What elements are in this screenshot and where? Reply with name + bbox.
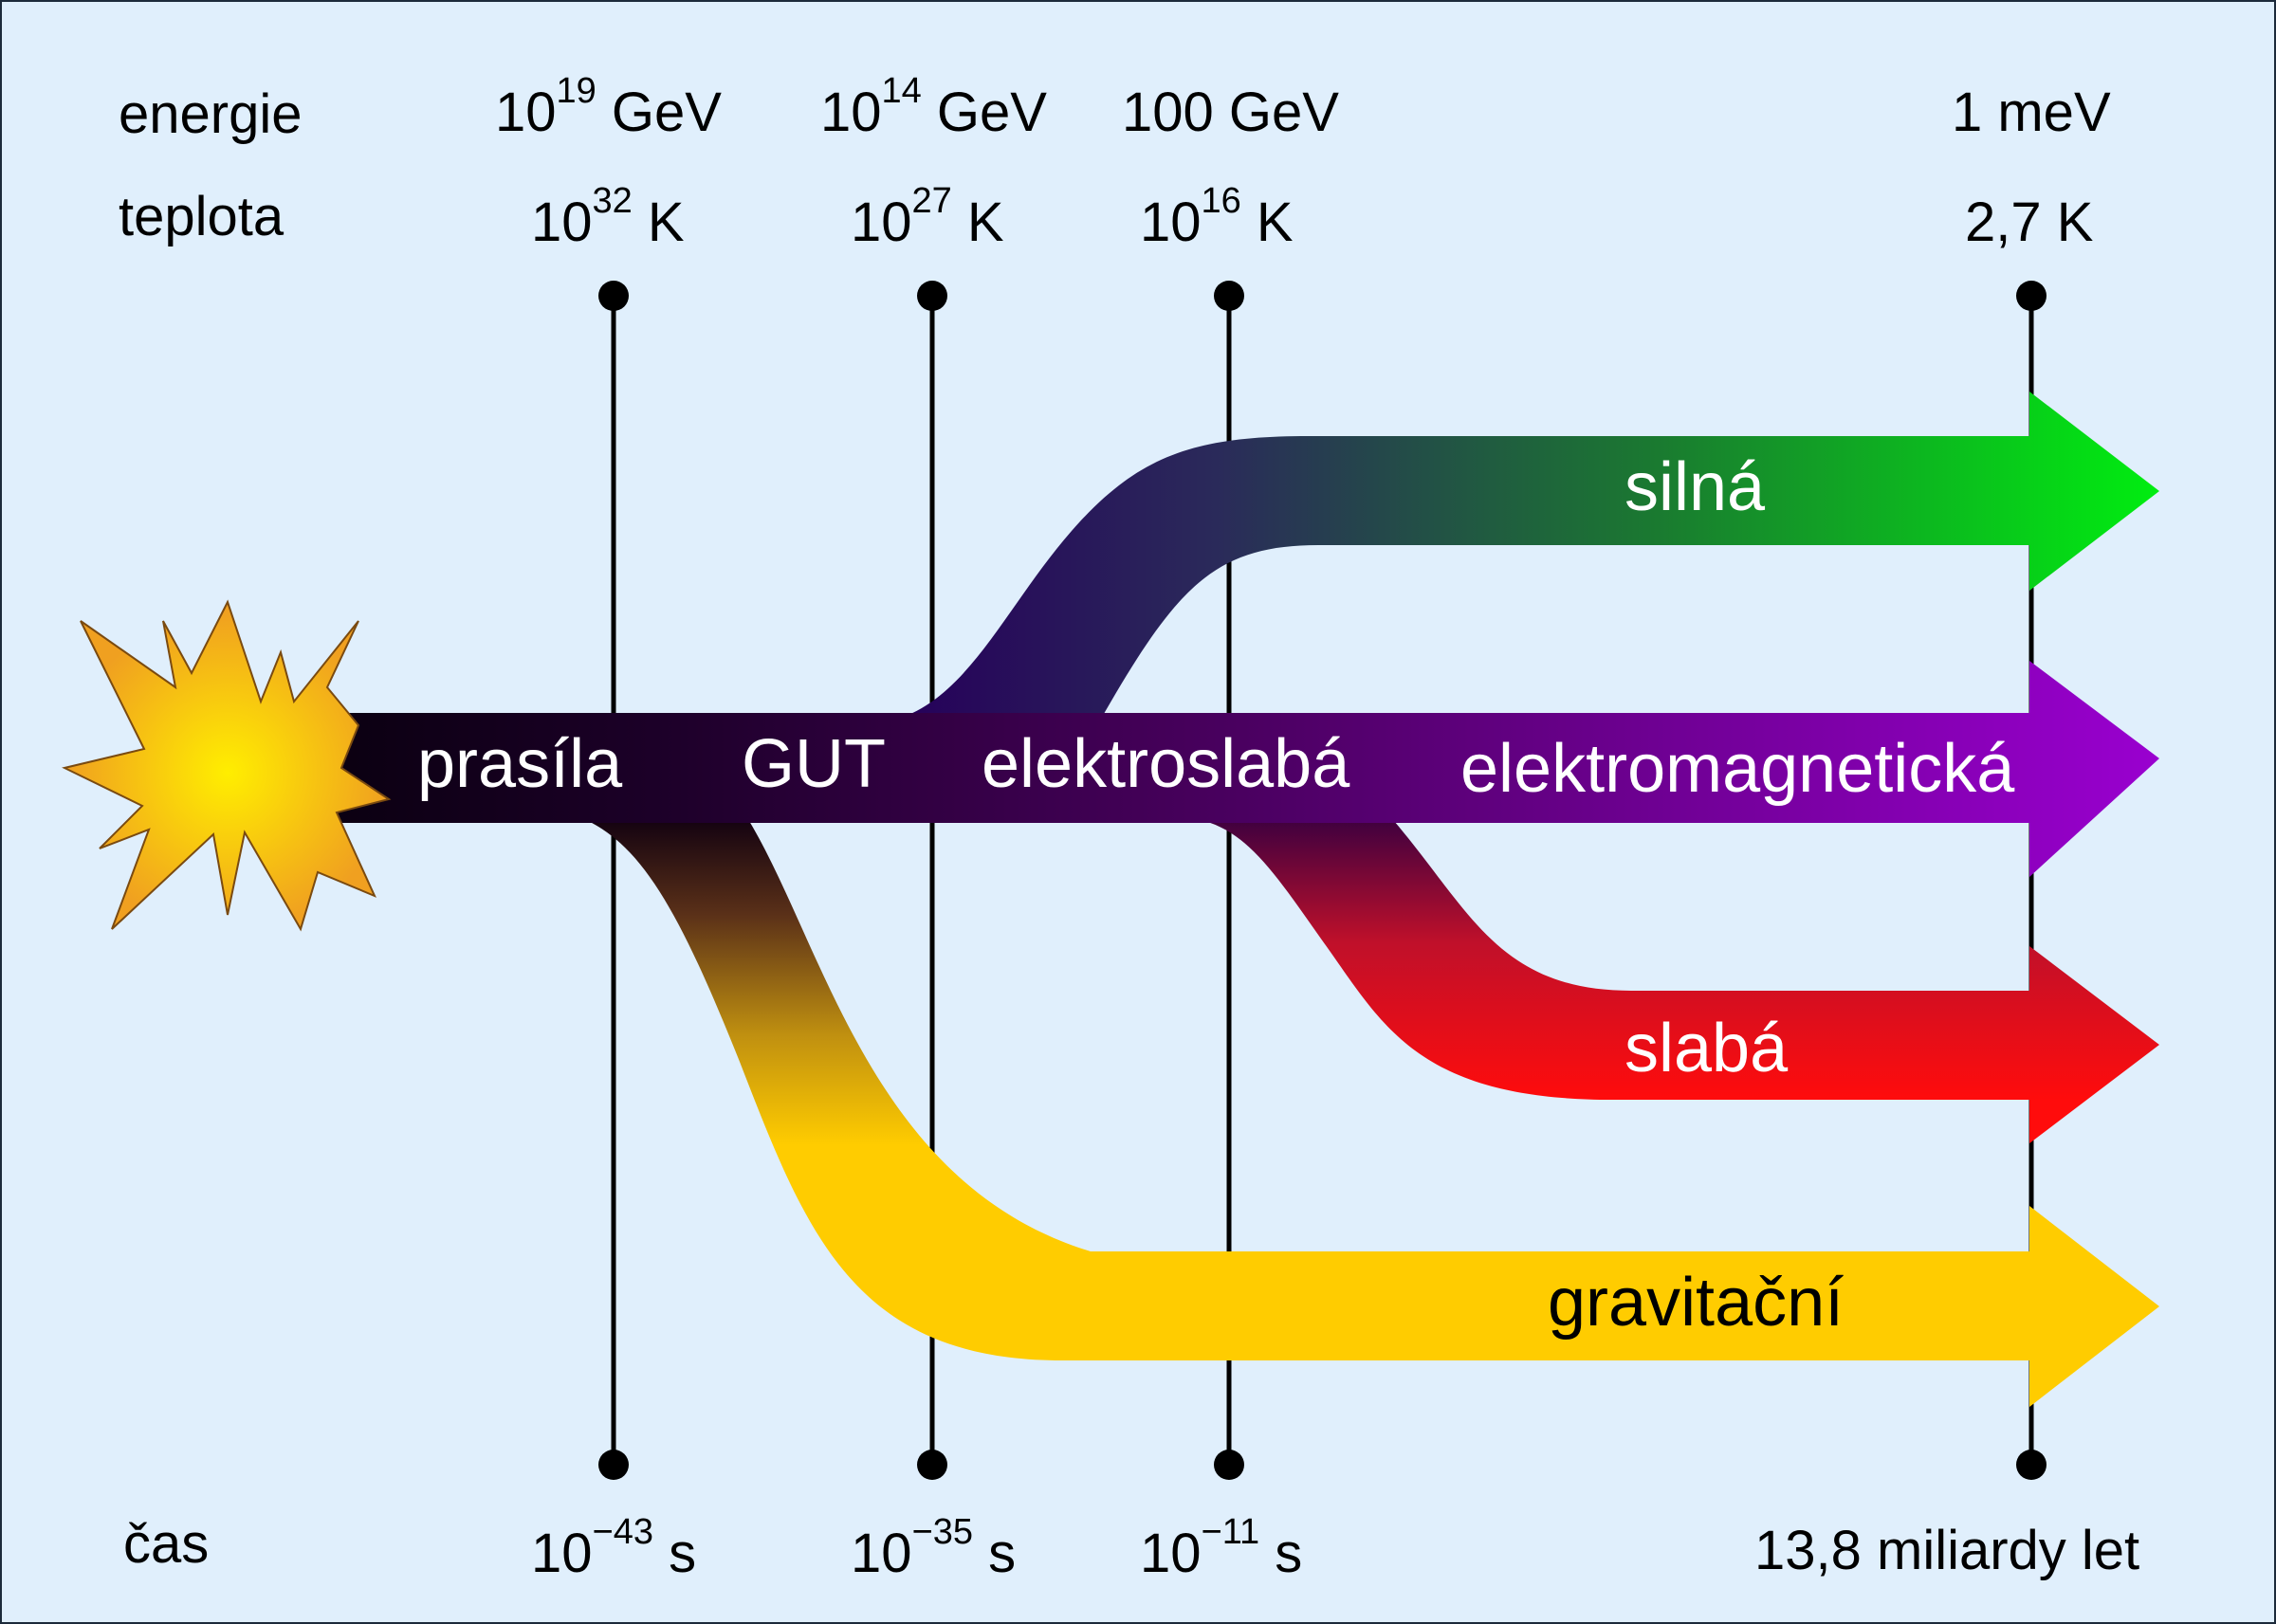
- temperature-planck: 1032 K: [531, 181, 685, 253]
- temperature-gut: 1027 K: [851, 181, 1004, 253]
- temperature-electroweak: 1016 K: [1140, 181, 1294, 253]
- time-today: 13,8 miliardy let: [1754, 1520, 2139, 1581]
- stage-label-gut: GUT: [742, 726, 886, 802]
- temperature-today: 2,7 K: [1965, 192, 2094, 253]
- weak-arrow: [1204, 821, 2159, 1143]
- big-bang-starburst-icon: [62, 599, 392, 932]
- epoch-marker-planck: [598, 281, 629, 1480]
- strong-arrow: [891, 392, 2159, 721]
- force-label-strong: silná: [1624, 449, 1766, 525]
- energy-planck: 1019 GeV: [495, 71, 722, 143]
- force-label-gravity: gravitační: [1548, 1265, 1844, 1341]
- stage-label-electroweak: elektroslabá: [982, 726, 1350, 802]
- force-label-electromagnetic: elektromagnetická: [1460, 731, 2015, 807]
- time-gut: 10−35 s: [851, 1512, 1016, 1584]
- energy-electroweak: 100 GeV: [1122, 82, 1339, 143]
- stage-label-primordial: prasíla: [417, 726, 623, 802]
- energy-gut: 1014 GeV: [820, 71, 1047, 143]
- energy-today: 1 meV: [1952, 82, 2111, 143]
- gravity-arrow: [588, 821, 2159, 1407]
- electromagnetic-arrow: [322, 661, 2159, 877]
- time-planck: 10−43 s: [531, 1512, 696, 1584]
- temperature-row-label: teplota: [119, 186, 284, 247]
- time-electroweak: 10−11 s: [1140, 1512, 1302, 1584]
- force-label-weak: slabá: [1624, 1011, 1789, 1086]
- time-row-label: čas: [123, 1513, 209, 1575]
- energy-row-label: energie: [119, 83, 302, 145]
